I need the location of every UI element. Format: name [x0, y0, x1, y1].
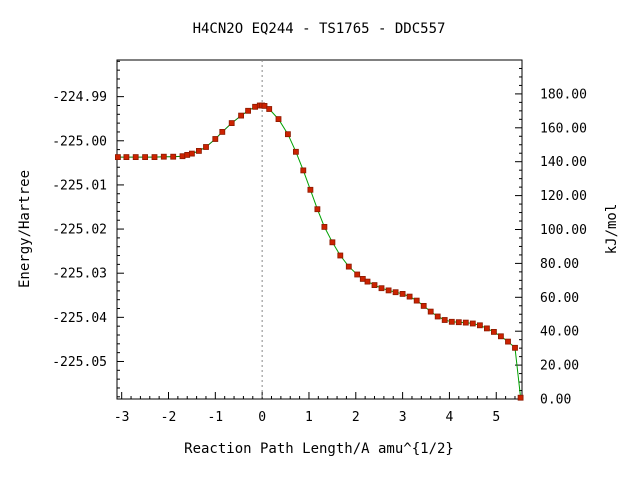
- data-point: [364, 278, 371, 285]
- data-point: [184, 151, 191, 158]
- data-point: [469, 320, 476, 327]
- curve-right-segment: [262, 105, 522, 398]
- y2-tick-label: 160.00: [540, 121, 587, 136]
- data-point: [151, 154, 158, 161]
- data-point: [284, 131, 291, 138]
- data-point: [455, 319, 462, 326]
- data-point: [517, 394, 524, 401]
- data-point: [132, 154, 139, 161]
- data-point: [427, 308, 434, 315]
- x-tick-label: 0: [258, 410, 266, 425]
- x-tick-label: 2: [352, 410, 360, 425]
- data-point: [228, 120, 235, 126]
- data-point: [512, 344, 518, 351]
- axis-ticks: -3 -2 -1 0 1 2 3 4 5 -224.99 -225.00 -225.01 -225.02…: [52, 60, 587, 425]
- chart-title: H4CN2O EQ244 - TS1765 - DDC557: [193, 21, 446, 37]
- data-point: [212, 136, 219, 142]
- y2-tick-label: 40.00: [540, 325, 579, 340]
- data-point: [123, 154, 130, 161]
- x-axis-label: Reaction Path Length/A amu^{1/2}: [184, 441, 454, 457]
- data-point: [195, 147, 202, 154]
- data-point: [413, 297, 420, 304]
- data-point: [490, 328, 497, 335]
- data-point: [238, 112, 245, 119]
- data-point: [219, 128, 226, 135]
- y-axis-label: Energy/Hartree: [17, 170, 33, 288]
- energy-series: [115, 60, 524, 401]
- y2-tick-label: 100.00: [540, 223, 587, 238]
- data-point: [314, 206, 321, 213]
- y2-axis-label: kJ/mol: [604, 204, 620, 255]
- data-point: [354, 271, 361, 278]
- data-point: [448, 318, 455, 325]
- data-point: [321, 223, 328, 230]
- data-point: [392, 289, 399, 296]
- y-tick-label: -225.05: [52, 355, 107, 370]
- data-point: [406, 293, 413, 300]
- data-point: [188, 150, 195, 157]
- data-point: [337, 252, 344, 259]
- data-point: [483, 325, 490, 332]
- x-tick-label: 1: [305, 410, 313, 425]
- data-point: [203, 144, 209, 150]
- data-point: [252, 103, 259, 110]
- data-point: [359, 275, 366, 282]
- x-tick-label: -1: [207, 410, 223, 425]
- data-point: [275, 116, 282, 122]
- x-tick-label: -3: [114, 410, 130, 425]
- y-tick-label: -225.03: [52, 267, 107, 282]
- data-point: [115, 154, 121, 161]
- data-point: [170, 153, 177, 160]
- x-tick-label: 4: [446, 410, 454, 425]
- data-point: [505, 338, 511, 345]
- data-point: [300, 167, 307, 174]
- data-point: [462, 319, 469, 326]
- data-point: [266, 106, 273, 112]
- y2-tick-label: 120.00: [540, 189, 587, 204]
- y2-tick-label: 140.00: [540, 155, 587, 170]
- x-tick-label: 5: [492, 410, 500, 425]
- data-point: [142, 154, 149, 161]
- data-point: [292, 148, 299, 155]
- data-point: [371, 282, 378, 289]
- data-point: [245, 107, 252, 114]
- data-point: [179, 153, 186, 160]
- y-tick-label: -224.99: [52, 90, 107, 105]
- data-point: [307, 186, 314, 193]
- data-point: [345, 263, 352, 270]
- y-tick-label: -225.02: [52, 223, 107, 238]
- data-point: [160, 153, 167, 160]
- data-point: [329, 239, 336, 246]
- data-point: [385, 287, 392, 294]
- y2-tick-label: 20.00: [540, 359, 579, 374]
- data-point: [476, 322, 483, 329]
- data-point: [399, 290, 406, 297]
- x-tick-label: 3: [399, 410, 407, 425]
- y2-tick-label: 80.00: [540, 257, 579, 272]
- y-tick-label: -225.04: [52, 311, 107, 326]
- plot-frame: [116, 59, 523, 400]
- data-point: [434, 313, 441, 320]
- data-point: [378, 285, 385, 292]
- data-point: [441, 317, 448, 323]
- y2-tick-label: 0.00: [540, 393, 571, 408]
- y-tick-label: -225.00: [52, 134, 107, 149]
- y-tick-label: -225.01: [52, 178, 107, 193]
- data-point: [497, 333, 504, 340]
- x-tick-label: -2: [161, 410, 177, 425]
- y2-tick-label: 60.00: [540, 291, 579, 306]
- data-point: [261, 103, 268, 109]
- data-point: [420, 302, 427, 309]
- y2-tick-label: 180.00: [540, 87, 587, 102]
